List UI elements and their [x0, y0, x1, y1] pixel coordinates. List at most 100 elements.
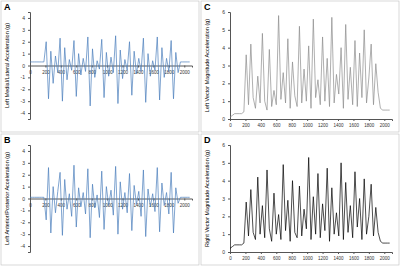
- tick: -1: [21, 74, 30, 80]
- y-axis-title: Left Vector Magnitude Acceleration (g): [204, 19, 210, 112]
- tick: 1600: [349, 119, 360, 128]
- tick: 200: [42, 199, 50, 208]
- tick-label: 0: [29, 70, 32, 75]
- tick: 400: [258, 252, 266, 261]
- tick-label: 1400: [133, 203, 144, 208]
- tick-label: 2: [22, 172, 25, 178]
- plot-area: [30, 36, 190, 106]
- tick-label: 600: [73, 203, 81, 208]
- tick-label: 1400: [333, 256, 344, 261]
- tick-mark: [276, 119, 277, 121]
- tick-mark: [138, 199, 139, 201]
- tick-mark: [30, 199, 31, 201]
- tick-label: 200: [42, 203, 50, 208]
- tick: 2: [22, 172, 30, 178]
- tick-label: -3: [21, 231, 26, 237]
- tick-mark: [261, 252, 262, 254]
- signal-line: [230, 157, 390, 248]
- tick-mark: [369, 119, 370, 121]
- x-axis: 0200400600800100012001400160018002000: [229, 252, 392, 261]
- tick-label: 400: [258, 123, 266, 128]
- tick: -4: [21, 110, 30, 116]
- tick-label: 1200: [318, 123, 329, 128]
- tick: 4: [222, 45, 230, 51]
- tick-mark: [184, 66, 185, 68]
- tick-mark: [228, 181, 230, 182]
- tick-label: 2: [22, 39, 25, 45]
- tick: -3: [21, 98, 30, 104]
- tick: 2: [222, 80, 230, 86]
- tick-mark: [28, 199, 30, 200]
- tick-label: 1600: [349, 256, 360, 261]
- tick: 1400: [333, 252, 344, 261]
- panel-frame: [201, 1, 399, 132]
- tick-mark: [76, 199, 77, 201]
- tick-label: 0: [229, 256, 232, 261]
- tick-mark: [228, 30, 230, 31]
- tick-mark: [338, 119, 339, 121]
- tick-mark: [261, 119, 262, 121]
- tick-mark: [369, 252, 370, 254]
- tick-mark: [228, 252, 230, 253]
- tick: 400: [258, 119, 266, 128]
- tick-label: 1000: [303, 123, 314, 128]
- tick-label: 3: [22, 160, 25, 166]
- panel-letter: C: [204, 2, 211, 12]
- tick-mark: [292, 119, 293, 121]
- axis-line: [231, 253, 393, 255]
- tick-mark: [28, 187, 30, 188]
- tick: 1400: [133, 199, 144, 208]
- tick-label: 1000: [303, 256, 314, 261]
- tick-mark: [45, 199, 46, 201]
- plot-area: [30, 165, 190, 238]
- tick-mark: [28, 18, 30, 19]
- tick-mark: [138, 66, 139, 68]
- tick: 1400: [133, 66, 144, 75]
- tick: 800: [288, 119, 296, 128]
- tick-label: 2000: [380, 256, 391, 261]
- tick: 1600: [349, 252, 360, 261]
- tick-mark: [28, 222, 30, 223]
- tick-mark: [28, 234, 30, 235]
- tick: 0: [229, 119, 232, 128]
- tick-label: 0: [222, 249, 225, 255]
- tick: 1: [22, 184, 30, 190]
- panel: BLeft Anterior/Posterior Acceleration (g…: [1, 134, 199, 265]
- tick-mark: [28, 89, 30, 90]
- tick: 2: [22, 39, 30, 45]
- tick-label: 4: [22, 148, 25, 154]
- tick-label: 2: [222, 80, 225, 86]
- tick-label: 1: [22, 51, 25, 57]
- tick: 200: [242, 252, 250, 261]
- tick-mark: [228, 145, 230, 146]
- tick: 6: [222, 142, 230, 148]
- y-axis: -4-3-2-101234: [21, 13, 31, 120]
- tick-mark: [307, 119, 308, 121]
- tick-label: 600: [273, 123, 281, 128]
- tick-mark: [292, 252, 293, 254]
- tick-mark: [45, 66, 46, 68]
- tick: 1000: [303, 119, 314, 128]
- tick-mark: [228, 66, 230, 67]
- tick-mark: [228, 48, 230, 49]
- tick: 3: [22, 160, 30, 166]
- tick-label: 0: [229, 123, 232, 128]
- tick: -1: [21, 207, 30, 213]
- tick: 2000: [380, 119, 391, 128]
- tick: 0: [29, 66, 32, 75]
- axis-line: [28, 146, 31, 253]
- tick: 1: [222, 231, 230, 237]
- tick-mark: [76, 66, 77, 68]
- tick-mark: [353, 119, 354, 121]
- tick: -2: [21, 219, 30, 225]
- signal-line: [30, 36, 190, 106]
- tick-mark: [353, 252, 354, 254]
- tick-mark: [323, 252, 324, 254]
- tick-mark: [28, 30, 30, 31]
- tick: 1400: [333, 119, 344, 128]
- y-axis-title: Left Medial/Lateral Acceleration (g): [4, 23, 10, 108]
- tick-label: 2000: [180, 203, 191, 208]
- tick-label: 3: [222, 196, 225, 202]
- tick-mark: [123, 66, 124, 68]
- tick-label: -4: [21, 110, 26, 116]
